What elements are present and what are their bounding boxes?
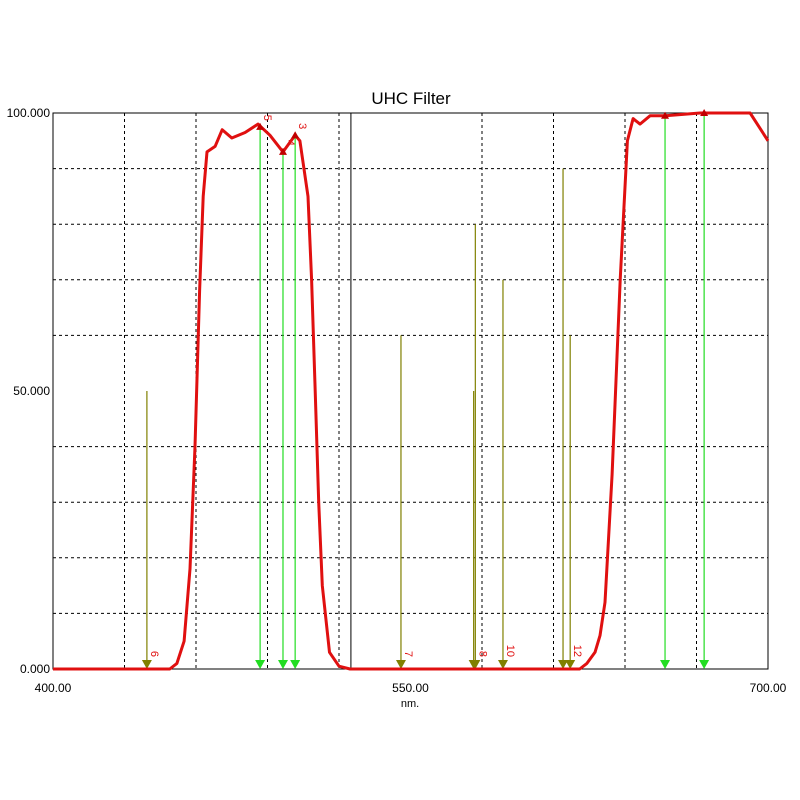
marker-arrow [497, 660, 508, 669]
chart-title: UHC Filter [371, 89, 451, 108]
marker-top [291, 131, 300, 139]
marker-arrow [395, 660, 406, 669]
x-tick-label: 550.00 [392, 681, 429, 695]
marker-top [256, 122, 265, 130]
marker-arrow [290, 660, 301, 669]
y-tick-label: 0.000 [20, 662, 50, 676]
marker-arrow [255, 660, 266, 669]
plot-frame [52, 112, 769, 670]
x-axis-label: nm. [401, 698, 419, 710]
x-tick-label: 400.00 [35, 681, 72, 695]
marker-top [278, 147, 287, 155]
marker-top [700, 109, 709, 116]
marker-label: 7 [402, 651, 414, 657]
y-tick-label: 100.000 [7, 106, 51, 120]
marker-arrow [141, 660, 152, 669]
data-line [53, 111, 770, 671]
marker-arrow [470, 660, 481, 669]
marker-label: 3 [296, 123, 308, 129]
marker-arrow [699, 660, 710, 669]
marker-arrow [565, 660, 576, 669]
marker-arrow [277, 660, 288, 669]
marker-label: 8 [476, 651, 488, 657]
marker-arrow [558, 660, 569, 669]
marker-label: 6 [148, 651, 160, 657]
marker-label: 10 [504, 645, 516, 657]
y-tick-label: 50.000 [13, 384, 50, 398]
marker-label: 5 [261, 115, 273, 121]
marker-arrow [660, 660, 671, 669]
marker-top [661, 111, 670, 119]
x-tick-label: 700.00 [750, 681, 787, 695]
marker-label: 12 [571, 645, 583, 657]
